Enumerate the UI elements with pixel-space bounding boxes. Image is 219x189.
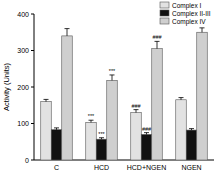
bar (41, 102, 52, 160)
error-cap (200, 27, 205, 28)
y-tick-label: 0 (25, 157, 29, 164)
bar (62, 36, 73, 160)
error-line (67, 29, 68, 36)
y-tick (31, 160, 34, 161)
bar (96, 139, 107, 160)
y-tick-label: 300 (17, 47, 29, 54)
legend-swatch (160, 18, 169, 24)
error-cap (99, 137, 104, 138)
annotations: C HCD *** *** *** HCD+NGEN ### ### ### NGEN (54, 34, 202, 171)
error-cap (179, 97, 184, 98)
x-tick-label: HCD (94, 164, 109, 171)
bar (131, 113, 142, 160)
error-bar (155, 41, 160, 48)
significance: *** (109, 68, 116, 74)
legend-label: Complex II-III (172, 10, 211, 18)
error-bar (44, 99, 49, 101)
error-bar (144, 133, 149, 135)
bar (107, 80, 118, 160)
y-tick-label: 200 (17, 84, 29, 91)
significance: ### (131, 103, 141, 109)
legend-label: Complex IV (172, 18, 206, 26)
error-line (112, 75, 113, 80)
error-bar (134, 110, 139, 113)
significance: *** (98, 131, 105, 137)
error-bar (54, 128, 59, 130)
y-tick-label: 100 (17, 120, 29, 127)
x-tick-label: HCD+NGEN (127, 164, 166, 171)
bar (141, 134, 152, 160)
error-cap (110, 74, 115, 75)
legend-label: Complex I (172, 2, 201, 10)
error-cap (89, 120, 94, 121)
legend-swatch (160, 2, 169, 8)
bars (41, 28, 208, 160)
error-cap (144, 132, 149, 133)
legend-swatch (160, 10, 169, 16)
y-tick (31, 87, 34, 88)
significance: *** (88, 113, 95, 119)
error-cap (65, 28, 70, 29)
error-cap (155, 41, 160, 42)
error-bar (110, 75, 115, 80)
y-tick-label: 400 (17, 11, 29, 18)
x-tick-label: C (54, 164, 59, 171)
significance: ### (142, 126, 152, 132)
error-line (136, 110, 137, 113)
error-line (157, 41, 158, 48)
bar (176, 100, 187, 160)
error-bar (89, 120, 94, 122)
error-bar (189, 129, 194, 130)
error-bar (65, 29, 70, 36)
error-cap (134, 109, 139, 110)
y-axis-label: Activity (Units) (2, 63, 11, 111)
error-cap (44, 99, 49, 100)
error-bar (179, 98, 184, 100)
y-tick (31, 50, 34, 51)
legend: Complex IComplex II-IIIComplex IV (160, 2, 211, 26)
bar (86, 122, 97, 160)
error-cap (189, 128, 194, 129)
error-line (202, 28, 203, 32)
error-bar (200, 28, 205, 32)
x-tick-label: NGEN (181, 164, 201, 171)
y-tick (31, 14, 34, 15)
y-tick (31, 123, 34, 124)
bar (51, 130, 62, 160)
significance: ### (152, 34, 162, 40)
bar (197, 32, 208, 160)
error-bar (99, 138, 104, 139)
bar (152, 49, 163, 160)
error-cap (54, 127, 59, 128)
bar (186, 130, 197, 160)
